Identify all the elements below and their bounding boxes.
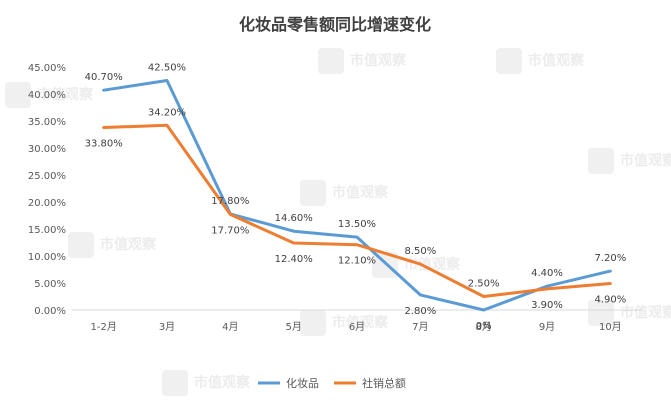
data-label: 12.40% — [275, 254, 313, 265]
x-tick-label: 6月 — [349, 321, 365, 333]
x-tick-label: 5月 — [285, 321, 301, 333]
watermark-text: 市值观察 — [404, 256, 461, 273]
data-label: 40.70% — [85, 72, 123, 83]
data-label: 34.20% — [148, 107, 186, 118]
x-tick-label: 4月 — [222, 321, 238, 333]
x-axis-ticks: 1-2月 3月 4月 5月 6月 7月 8月 9月 10月 — [90, 321, 621, 333]
watermark-text: 市值观察 — [350, 52, 407, 69]
data-labels: 40.70% 42.50% 17.80% 14.60% 13.50% 2.80% 0% 4.4… — [85, 63, 627, 333]
y-axis-ticks: 0.00% 5.00% 10.00% 15.00% 20.00% 25.00% 30.00%… — [28, 63, 66, 317]
x-tick-label: 10月 — [599, 321, 622, 333]
watermark-text: 市值观察 — [528, 52, 585, 69]
y-tick-label: 40.00% — [28, 90, 66, 101]
data-label: 12.10% — [338, 256, 376, 267]
legend: 化妆品 社销总额 — [258, 376, 406, 390]
x-tick-label: 8月 — [475, 321, 491, 333]
watermark-text: 市值观察 — [620, 304, 671, 321]
y-tick-label: 25.00% — [28, 171, 66, 182]
data-label: 2.50% — [468, 279, 500, 290]
series-line-2 — [102, 123, 612, 298]
data-label: 33.80% — [85, 138, 123, 149]
watermark: 市值观察 — [162, 370, 251, 396]
watermark-text: 市值观察 — [194, 374, 251, 391]
watermark: 市值观察 — [496, 48, 585, 74]
data-label: 17.80% — [211, 196, 249, 207]
chart-title: 化妆品零售额同比增速变化 — [239, 15, 431, 34]
x-tick-label: 1-2月 — [90, 321, 116, 333]
watermark: 市值观察 — [318, 48, 407, 74]
y-tick-label: 10.00% — [28, 252, 66, 263]
watermark: 市值观察 — [68, 232, 157, 258]
data-label: 4.40% — [531, 268, 563, 279]
watermark-text: 市值观察 — [100, 236, 157, 253]
watermark: 市值观察 — [300, 180, 389, 206]
data-label: 17.70% — [211, 225, 249, 236]
watermark-text: 市值观察 — [332, 184, 389, 201]
watermark-text: 市值观察 — [620, 152, 671, 169]
x-tick-label: 3月 — [159, 321, 175, 333]
watermark-text: 市值观察 — [332, 314, 389, 331]
data-label: 13.50% — [338, 219, 376, 230]
data-label: 7.20% — [594, 253, 626, 264]
data-label: 3.90% — [531, 300, 563, 311]
watermark: 市值观察 — [300, 310, 389, 336]
watermark: 市值观察 — [588, 148, 671, 174]
y-tick-label: 35.00% — [28, 117, 66, 128]
data-label: 14.60% — [275, 213, 313, 224]
watermark: 市值观察 — [588, 300, 671, 326]
y-tick-label: 0.00% — [34, 306, 66, 317]
y-tick-label: 5.00% — [34, 279, 66, 290]
data-label: 2.80% — [404, 306, 436, 317]
data-label: 4.90% — [594, 295, 626, 306]
data-label: 0% — [476, 321, 492, 332]
legend-label: 化妆品 — [286, 376, 319, 390]
watermark-text: 市值观察 — [37, 86, 94, 103]
x-tick-label: 9月 — [539, 321, 555, 333]
series-lines — [102, 79, 612, 312]
legend-label: 社销总额 — [362, 376, 406, 390]
y-tick-label: 30.00% — [28, 144, 66, 155]
data-label: 8.50% — [404, 246, 436, 257]
series-line-1 — [102, 79, 612, 312]
y-tick-label: 20.00% — [28, 198, 66, 209]
watermark: 市值观察 — [5, 82, 94, 108]
y-tick-label: 45.00% — [28, 63, 66, 74]
y-tick-label: 15.00% — [28, 225, 66, 236]
x-tick-label: 7月 — [412, 321, 428, 333]
data-label: 42.50% — [148, 63, 186, 74]
